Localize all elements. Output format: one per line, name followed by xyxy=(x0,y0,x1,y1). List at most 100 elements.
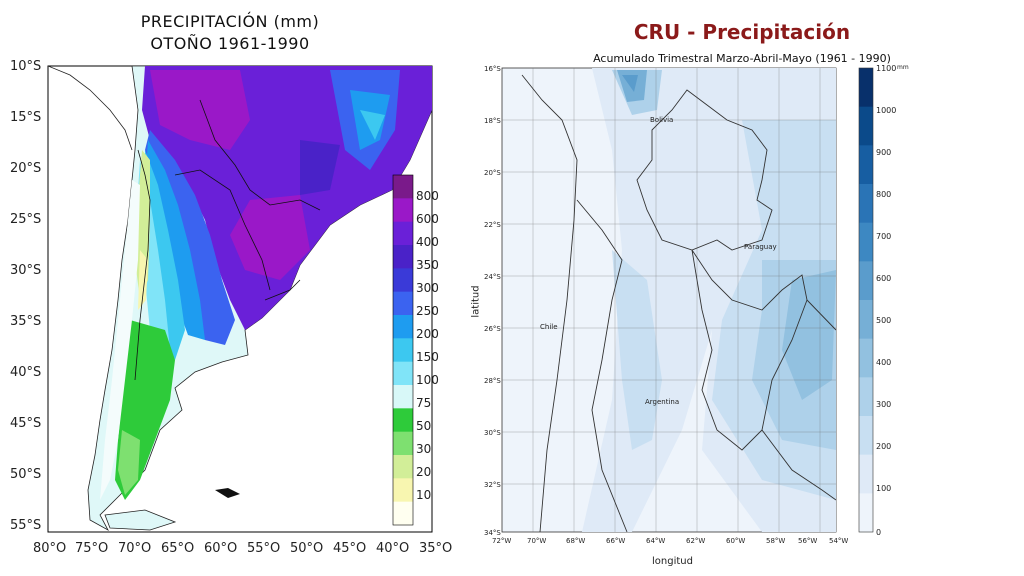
lon-label: 60°O xyxy=(204,541,238,556)
legend-swatch xyxy=(393,268,413,293)
legend-swatch xyxy=(393,431,413,456)
legend-unit: mm xyxy=(897,64,909,71)
legend-label: 100 xyxy=(876,484,892,493)
legend-label: 50 xyxy=(416,419,432,433)
legend-label: 250 xyxy=(416,304,439,318)
lat-label: 25°S xyxy=(10,212,42,227)
lon-label: 50°O xyxy=(290,541,324,556)
lat-label: 30°S xyxy=(10,263,42,278)
lat-label: 50°S xyxy=(10,467,42,482)
legend-swatch xyxy=(393,501,413,526)
legend-swatch xyxy=(859,145,873,185)
legend-label: 30 xyxy=(416,442,432,456)
legend-label: 900 xyxy=(876,148,892,157)
lat-label: 20°S xyxy=(10,161,42,176)
lon-label: 64°W xyxy=(646,537,666,545)
lon-label: 70°O xyxy=(118,541,152,556)
lat-label: 26°S xyxy=(484,325,501,333)
right-map-borders xyxy=(521,74,837,533)
country-label-bolivia: Bolivia xyxy=(650,116,674,124)
lon-label: 56°W xyxy=(798,537,818,545)
lon-label: 35°O xyxy=(419,541,453,556)
lon-label: 45°O xyxy=(333,541,367,556)
legend-swatch xyxy=(859,454,873,494)
lat-label: 28°S xyxy=(484,377,501,385)
y-axis-label: latitud xyxy=(470,285,482,318)
legend-label: 350 xyxy=(416,258,439,272)
lon-label: 65°O xyxy=(161,541,195,556)
lon-label: 80°O xyxy=(33,541,67,556)
legend-swatch xyxy=(393,291,413,316)
legend-swatch xyxy=(859,416,873,456)
legend-swatch xyxy=(393,361,413,386)
left-legend-colorbar xyxy=(392,174,414,526)
lon-label: 54°W xyxy=(829,537,849,545)
legend-label: 800 xyxy=(416,189,439,203)
legend-swatch xyxy=(393,408,413,433)
legend-label: 600 xyxy=(416,212,439,226)
legend-label: 800 xyxy=(876,190,892,199)
legend-label: 75 xyxy=(416,396,432,410)
lat-label: 34°S xyxy=(484,529,501,537)
lon-label: 40°O xyxy=(376,541,410,556)
legend-label: 400 xyxy=(876,358,892,367)
x-axis-label: longitud xyxy=(652,556,693,567)
legend-label: 20 xyxy=(416,465,432,479)
legend-swatch xyxy=(393,338,413,363)
lat-label: 45°S xyxy=(10,416,42,431)
lat-label: 24°S xyxy=(484,273,501,281)
legend-swatch xyxy=(393,455,413,479)
legend-label: 600 xyxy=(876,274,892,283)
lat-label: 15°S xyxy=(10,110,42,125)
legend-swatch xyxy=(859,184,873,224)
legend-label: 700 xyxy=(876,232,892,241)
legend-label: 300 xyxy=(416,281,439,295)
legend-swatch xyxy=(393,175,413,199)
legend-swatch xyxy=(859,261,873,301)
right-map-panel: CRU - Precipitación Acumulado Trimestral… xyxy=(462,0,1024,576)
lat-label: 22°S xyxy=(484,221,501,229)
legend-swatch xyxy=(859,338,873,378)
legend-label: 400 xyxy=(416,235,439,249)
left-precipitation-map xyxy=(47,65,433,533)
lon-label: 58°W xyxy=(766,537,786,545)
lon-label: 68°W xyxy=(566,537,586,545)
lat-label: 55°S xyxy=(10,518,42,533)
lon-label: 66°W xyxy=(606,537,626,545)
right-map-subtitle: Acumulado Trimestral Marzo-Abril-Mayo (1… xyxy=(593,52,891,65)
lat-label: 18°S xyxy=(484,117,501,125)
legend-swatch xyxy=(859,222,873,262)
legend-label: 1000 xyxy=(876,106,897,115)
legend-swatch xyxy=(393,478,413,503)
lat-label: 16°S xyxy=(484,65,501,73)
country-label-argentina: Argentina xyxy=(645,398,680,406)
right-map-grid xyxy=(502,68,836,532)
legend-label: 150 xyxy=(416,350,439,364)
lon-label: 55°O xyxy=(247,541,281,556)
lon-label: 70°W xyxy=(527,537,547,545)
legend-label: 300 xyxy=(876,400,892,409)
legend-swatch xyxy=(859,493,873,533)
legend-swatch xyxy=(393,385,413,409)
lat-label: 40°S xyxy=(10,365,42,380)
legend-swatch xyxy=(859,300,873,340)
right-legend-colorbar xyxy=(858,67,874,533)
lat-label: 32°S xyxy=(484,481,501,489)
lat-label: 20°S xyxy=(484,169,501,177)
legend-swatch xyxy=(859,377,873,417)
legend-label: 200 xyxy=(876,442,892,451)
legend-label: 100 xyxy=(416,373,439,387)
lon-label: 62°W xyxy=(686,537,706,545)
left-map-subtitle: OTOÑO 1961-1990 xyxy=(150,34,310,53)
lat-label: 35°S xyxy=(10,314,42,329)
legend-label: 10 xyxy=(416,488,432,502)
legend-label: 0 xyxy=(876,528,882,537)
legend-label: 200 xyxy=(416,327,439,341)
lat-label: 30°S xyxy=(484,429,501,437)
lon-label: 75°O xyxy=(75,541,109,556)
legend-swatch xyxy=(393,315,413,339)
legend-swatch xyxy=(393,198,413,223)
lon-label: 72°W xyxy=(492,537,512,545)
legend-swatch xyxy=(393,221,413,246)
right-precipitation-map xyxy=(501,67,874,533)
